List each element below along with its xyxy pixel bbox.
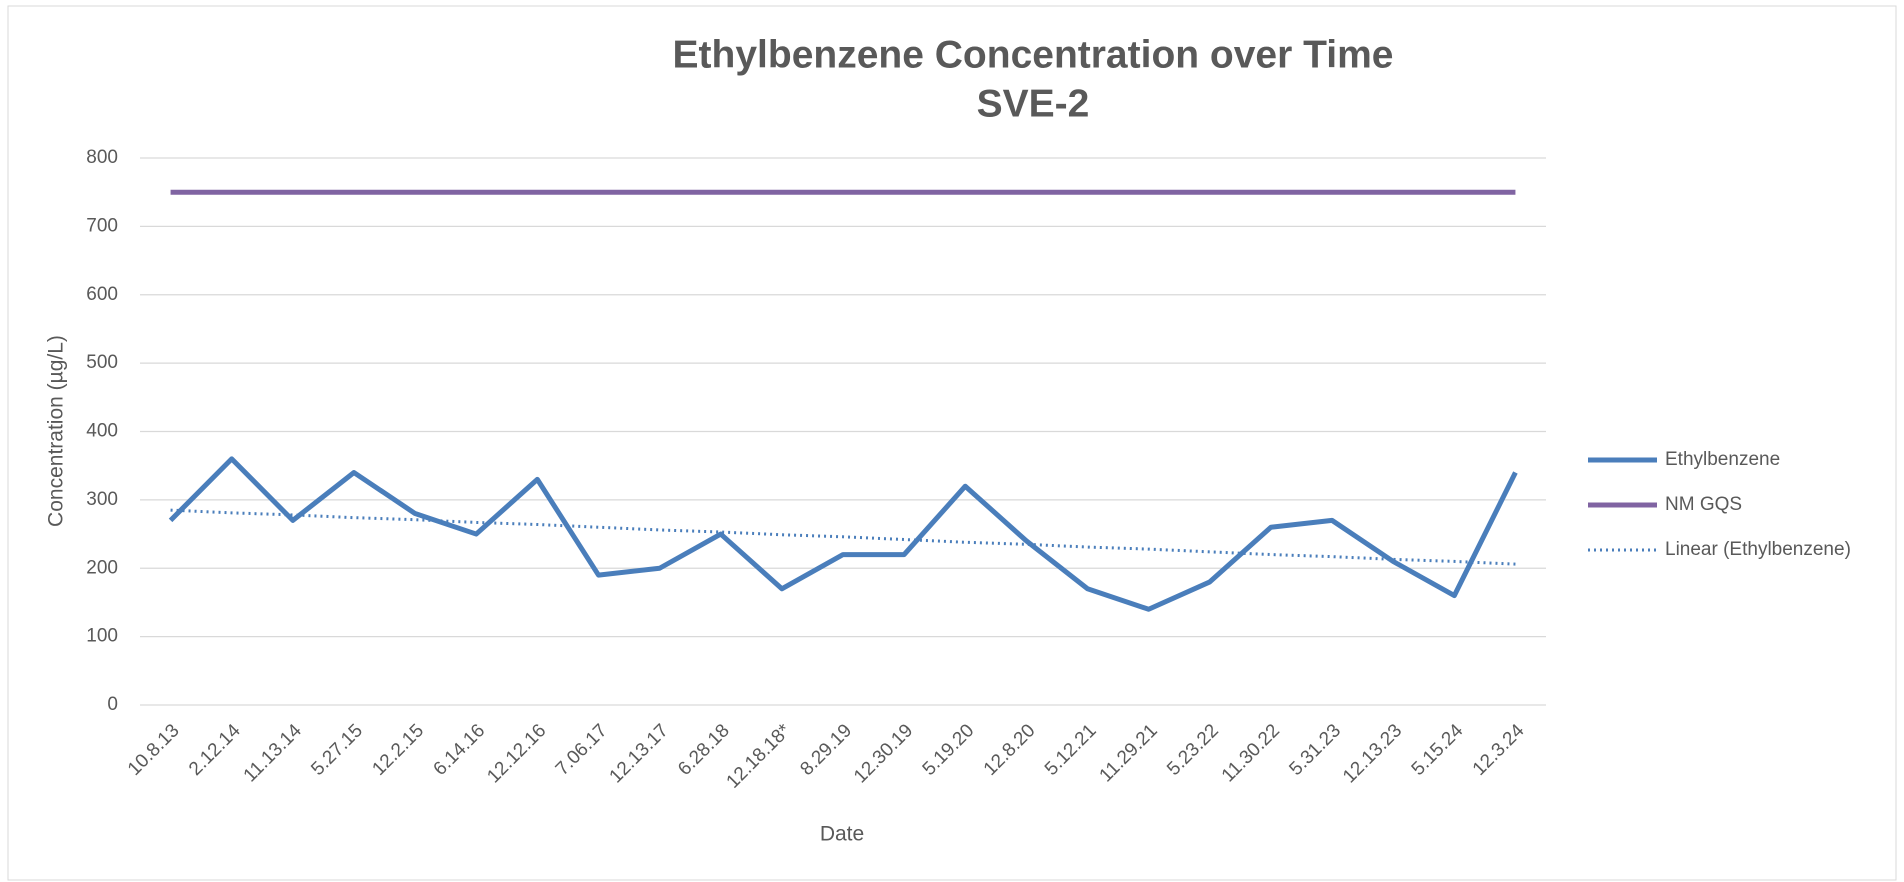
y-tick-label: 400 [86, 421, 118, 442]
x-axis-label: Date [820, 823, 864, 846]
y-tick-label: 600 [86, 284, 118, 305]
chart-title: Ethylbenzene Concentration over Time [673, 33, 1394, 76]
y-tick-label: 700 [86, 215, 118, 236]
trend-line [170, 508, 1516, 566]
y-tick-label: 200 [86, 557, 118, 578]
y-tick-label: 100 [86, 626, 118, 647]
chart-frame [7, 5, 1897, 881]
y-axis-label: Concentration (µg/L) [45, 335, 68, 527]
y-tick-label: 300 [86, 489, 118, 510]
legend-label: Linear (Ethylbenzene) [1665, 539, 1851, 560]
y-tick-label: 800 [86, 147, 118, 168]
legend-label: Ethylbenzene [1665, 449, 1780, 470]
chart-subtitle: SVE-2 [977, 82, 1090, 125]
legend-label: NM GQS [1665, 494, 1742, 515]
y-tick-label: 500 [86, 352, 118, 373]
series-line [168, 456, 1518, 612]
y-tick-label: 0 [107, 694, 118, 715]
